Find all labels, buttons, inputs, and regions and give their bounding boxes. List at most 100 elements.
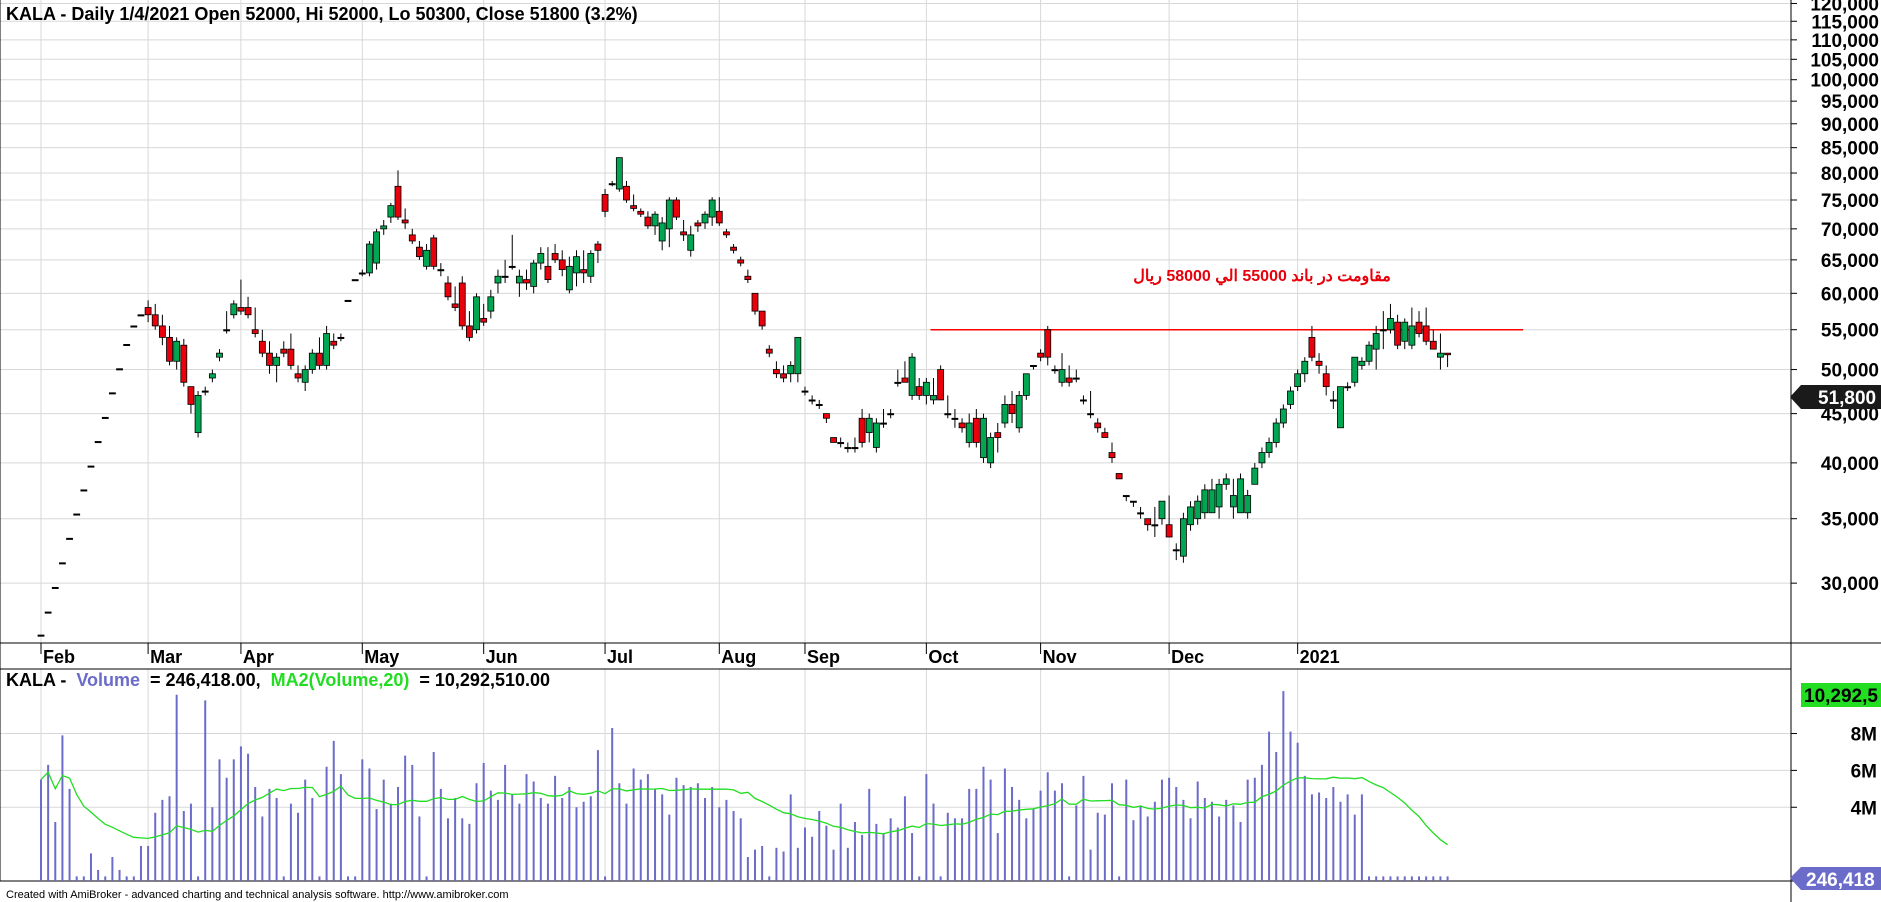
candle	[109, 392, 116, 395]
candle	[1437, 333, 1444, 370]
price-tick-label: 30,000	[1821, 574, 1879, 595]
candle	[1422, 307, 1430, 346]
candle	[644, 211, 652, 229]
candle	[451, 286, 459, 312]
candle	[715, 197, 723, 226]
candle	[1387, 303, 1394, 334]
candle	[830, 437, 837, 443]
candle	[358, 269, 366, 277]
candle	[944, 395, 952, 419]
candle	[187, 386, 195, 414]
candle	[194, 391, 202, 438]
candle	[894, 369, 902, 387]
candle	[416, 240, 423, 260]
volume-badge-label: 246,418	[1806, 870, 1875, 891]
candle	[587, 250, 595, 283]
candle	[59, 562, 66, 565]
candle	[244, 296, 252, 319]
candle	[1244, 489, 1252, 519]
volume-title-symbol: KALA -	[6, 670, 66, 690]
candle	[258, 329, 266, 358]
candle	[551, 244, 559, 264]
candle	[201, 386, 209, 396]
candle	[1379, 311, 1387, 350]
candle	[1065, 365, 1073, 387]
candle	[558, 250, 566, 277]
candle	[1294, 369, 1302, 392]
candle	[580, 250, 588, 283]
candle	[1337, 386, 1344, 429]
price-tick-label: 115,000	[1811, 12, 1879, 33]
candle	[823, 413, 830, 424]
candle	[1279, 404, 1287, 428]
candle	[872, 418, 880, 453]
candle	[573, 250, 580, 287]
candle	[237, 279, 245, 315]
candle	[1315, 353, 1323, 374]
candle	[972, 408, 980, 448]
month-label: Aug	[721, 647, 756, 667]
candle	[1444, 352, 1451, 368]
candle	[1344, 382, 1352, 392]
ma-badge-label: 10,292,5	[1804, 686, 1878, 707]
candle	[251, 307, 259, 338]
candle	[1401, 318, 1409, 350]
candle	[665, 197, 673, 248]
candle	[180, 338, 188, 387]
candle	[865, 413, 873, 443]
volume-title-label: Volume	[76, 670, 140, 690]
candle	[994, 423, 1002, 453]
candle	[680, 219, 687, 241]
candle	[1008, 391, 1016, 424]
candle	[380, 219, 388, 235]
candle	[494, 269, 502, 294]
candle	[366, 240, 373, 277]
candle	[101, 416, 109, 419]
candle	[787, 361, 795, 383]
candle	[1201, 484, 1209, 519]
candle	[444, 276, 452, 301]
candle	[915, 378, 923, 400]
candle	[1022, 373, 1030, 400]
month-label: Jul	[607, 647, 633, 667]
candle	[651, 211, 659, 235]
candle	[1372, 325, 1380, 370]
candle	[958, 418, 966, 433]
candle	[773, 361, 780, 379]
price-tick-label: 85,000	[1821, 139, 1879, 160]
price-tick-label: 55,000	[1821, 321, 1879, 342]
candle	[951, 408, 959, 428]
candle	[837, 437, 845, 448]
candle	[1251, 462, 1259, 485]
candle	[44, 611, 52, 614]
candle	[337, 333, 345, 342]
candle	[851, 437, 859, 453]
candle	[1058, 353, 1066, 387]
month-label: May	[364, 647, 399, 667]
candle	[330, 333, 338, 350]
price-tick-label: 65,000	[1821, 251, 1879, 272]
candle	[723, 228, 730, 238]
candle	[166, 325, 173, 366]
candle	[930, 378, 937, 405]
candle	[801, 386, 809, 396]
candle	[708, 197, 716, 226]
candle	[694, 219, 702, 232]
candle	[430, 234, 438, 270]
candle	[537, 247, 545, 270]
price-tick-label: 35,000	[1821, 510, 1879, 531]
last-price-label: 51,800	[1818, 388, 1876, 409]
candle	[844, 442, 852, 453]
month-label: Dec	[1171, 647, 1204, 667]
candle	[880, 408, 887, 428]
footer-credit: Created with AmiBroker - advanced charti…	[6, 889, 509, 901]
candle	[1194, 495, 1202, 525]
candle	[1308, 325, 1316, 362]
candle	[1365, 341, 1373, 366]
candle	[1151, 506, 1159, 538]
candle	[687, 225, 695, 257]
month-axis: Feb Mar Apr May Jun Jul Aug Sep Oct Nov Dec 2021	[40, 643, 1340, 667]
candle	[1115, 473, 1123, 480]
candle	[465, 311, 473, 342]
